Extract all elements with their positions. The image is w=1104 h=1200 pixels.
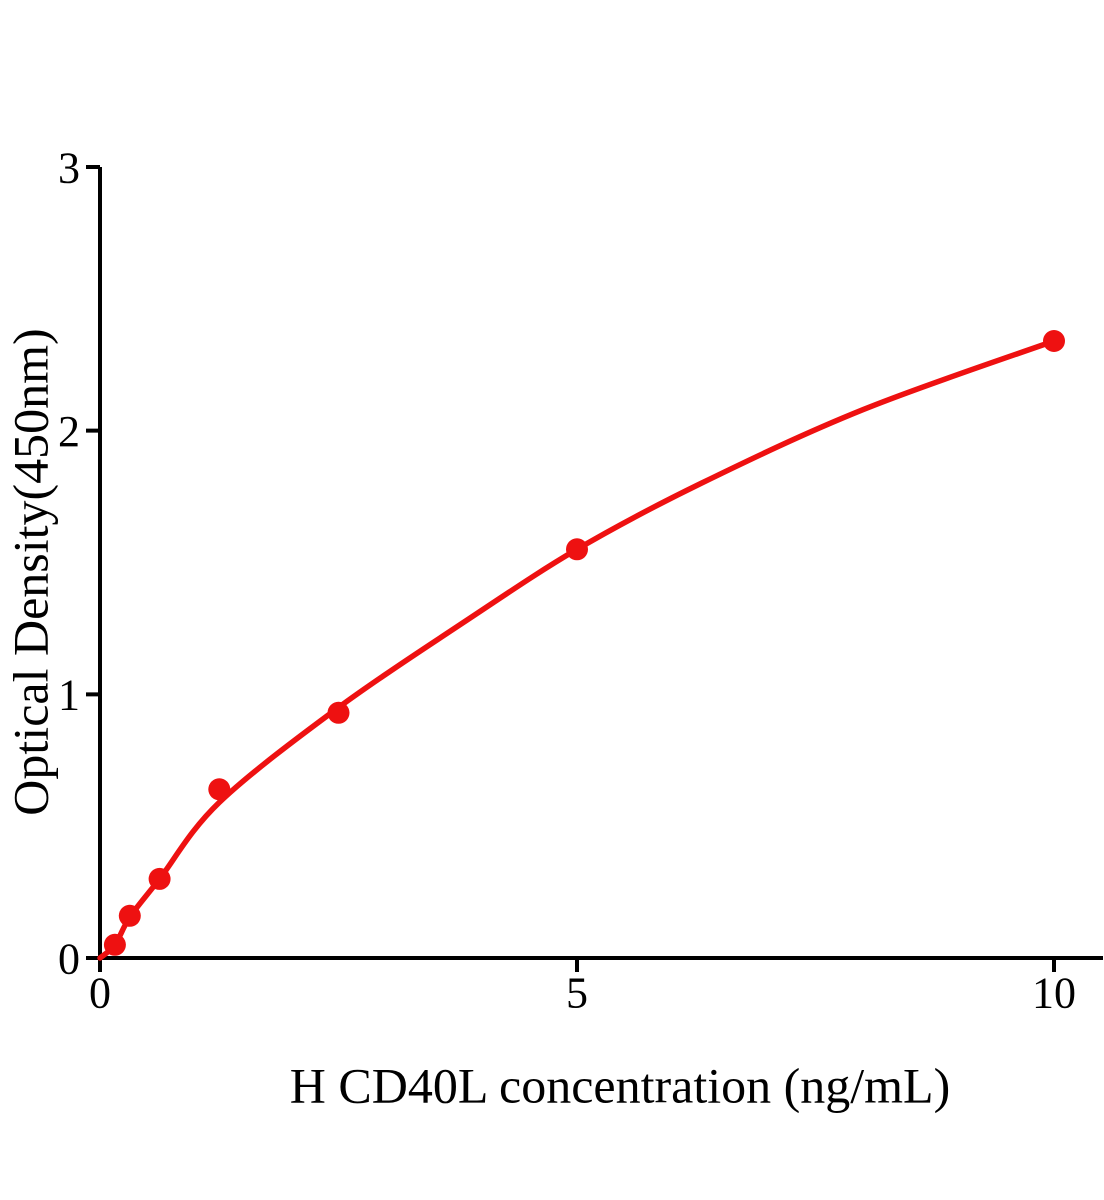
- data-point: [148, 867, 171, 890]
- data-point: [327, 701, 350, 724]
- y-axis-title: Optical Density(450nm): [3, 328, 59, 815]
- y-tick-label: 1: [58, 671, 80, 720]
- data-point: [103, 933, 126, 956]
- data-point: [208, 778, 231, 801]
- fit-curve-line: [97, 338, 1057, 961]
- data-point: [1043, 330, 1065, 352]
- y-tick-label: 3: [58, 143, 80, 192]
- x-tick-label: 5: [566, 968, 588, 1017]
- tick-labels: 0 1 2 3 0 5 10: [58, 143, 1076, 1017]
- x-tick-label: 0: [89, 968, 111, 1017]
- data-point: [118, 904, 141, 927]
- x-tick-label: 10: [1032, 968, 1076, 1017]
- y-tick-label: 0: [58, 934, 80, 983]
- x-axis-title: H CD40L concentration (ng/mL): [290, 1058, 950, 1114]
- data-points: [103, 330, 1065, 956]
- axis-lines: [86, 164, 1103, 972]
- data-point: [566, 538, 588, 561]
- axes: [86, 164, 1103, 972]
- y-tick-label: 2: [58, 407, 80, 456]
